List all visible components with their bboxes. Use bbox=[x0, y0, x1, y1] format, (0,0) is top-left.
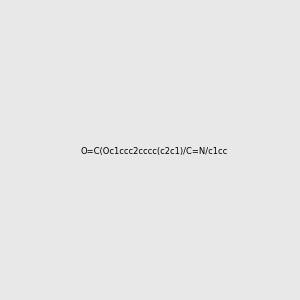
Text: O=C(Oc1ccc2cccc(c2c1)/C=N/c1cc: O=C(Oc1ccc2cccc(c2c1)/C=N/c1cc bbox=[80, 147, 227, 156]
